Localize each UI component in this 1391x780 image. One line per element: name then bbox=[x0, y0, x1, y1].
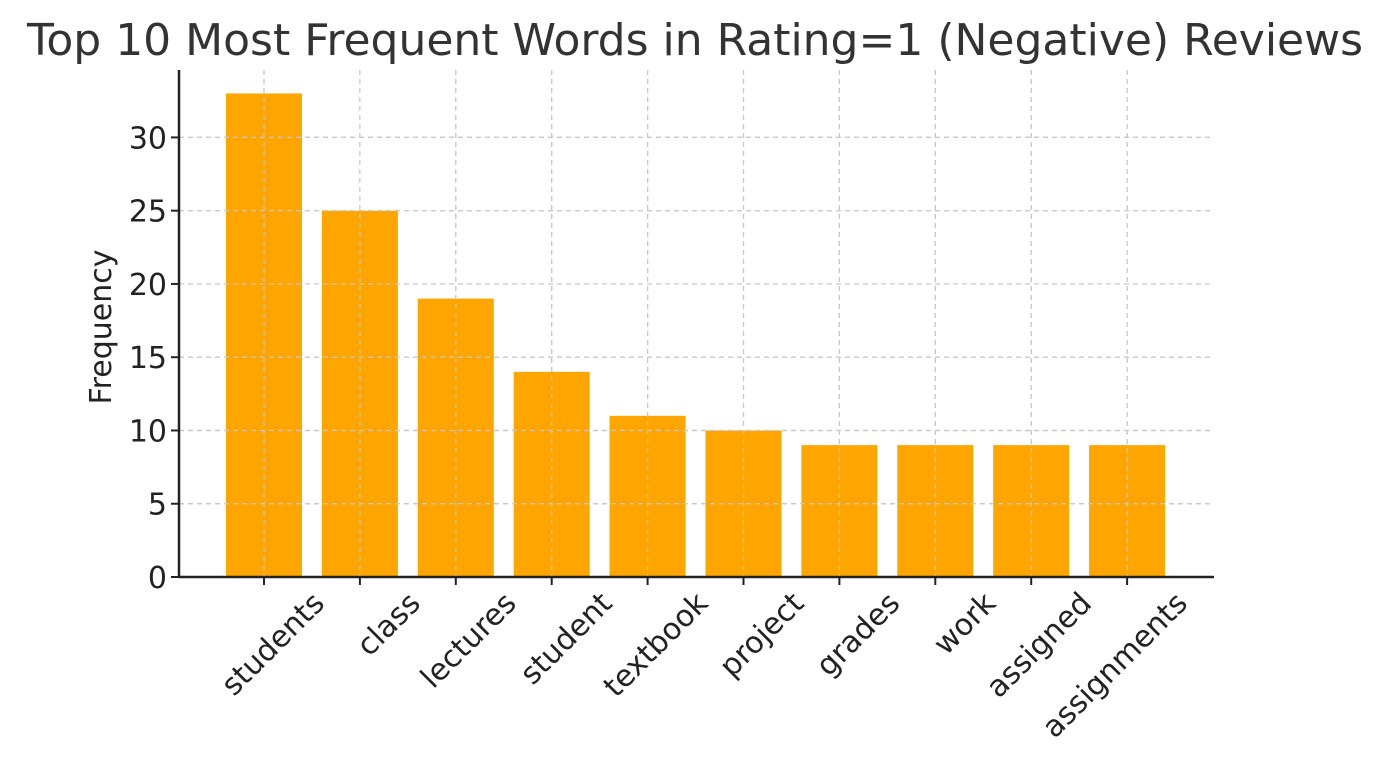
x-tick-label: class bbox=[350, 586, 427, 663]
y-tick-label: 20 bbox=[129, 268, 167, 303]
axes-layer bbox=[177, 70, 1214, 579]
x-tick-label: students bbox=[215, 586, 332, 703]
y-axis-label: Frequency bbox=[84, 250, 119, 405]
y-ticks: 0 5 10 15 20 25 30 bbox=[129, 121, 179, 596]
x-ticks: students classlecturesstudenttextbookproj… bbox=[215, 577, 1195, 745]
x-tick-label: grades bbox=[810, 586, 908, 684]
y-tick-label: 30 bbox=[129, 121, 167, 156]
x-tick-label: project bbox=[713, 586, 812, 685]
bars-layer bbox=[179, 70, 1214, 578]
y-tick-label: 15 bbox=[129, 341, 167, 376]
y-tick-label: 5 bbox=[148, 488, 167, 523]
x-tick-label: work bbox=[927, 585, 1004, 662]
x-tick-label: lectures bbox=[414, 586, 523, 695]
bar-student bbox=[513, 371, 590, 577]
x-tick-label: textbook bbox=[597, 585, 716, 704]
y-tick-label: 10 bbox=[129, 414, 167, 449]
y-tick-label: 25 bbox=[129, 195, 167, 230]
y-tick-label: 0 bbox=[148, 561, 167, 596]
chart-title: Top 10 Most Frequent Words in Rating=1 (… bbox=[26, 15, 1363, 66]
